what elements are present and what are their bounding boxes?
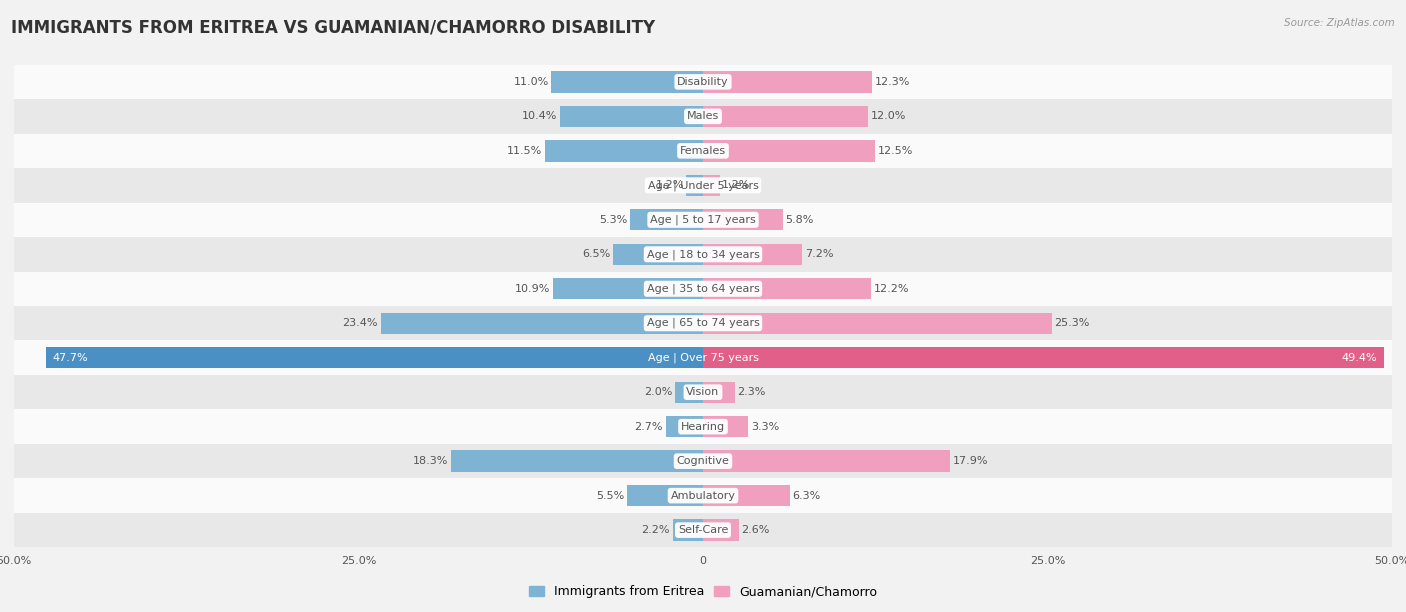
Text: 11.5%: 11.5% — [506, 146, 541, 156]
Text: Hearing: Hearing — [681, 422, 725, 431]
Text: 11.0%: 11.0% — [513, 77, 548, 87]
Bar — [703, 209, 783, 231]
Bar — [14, 444, 1392, 479]
Bar — [560, 106, 703, 127]
Text: Self-Care: Self-Care — [678, 525, 728, 535]
Bar — [703, 71, 873, 92]
Bar — [613, 244, 703, 265]
Bar — [672, 520, 703, 541]
Bar — [703, 106, 869, 127]
Text: Age | Under 5 years: Age | Under 5 years — [648, 180, 758, 190]
Bar — [675, 381, 703, 403]
Text: Age | 65 to 74 years: Age | 65 to 74 years — [647, 318, 759, 329]
Bar — [14, 65, 1392, 99]
Bar — [14, 306, 1392, 340]
Text: Ambulatory: Ambulatory — [671, 491, 735, 501]
Text: 10.4%: 10.4% — [522, 111, 557, 121]
Text: Females: Females — [681, 146, 725, 156]
Text: 12.0%: 12.0% — [872, 111, 907, 121]
Bar — [451, 450, 703, 472]
Bar — [544, 140, 703, 162]
Bar — [703, 174, 720, 196]
Text: 23.4%: 23.4% — [342, 318, 378, 328]
Text: 2.3%: 2.3% — [738, 387, 766, 397]
Text: 49.4%: 49.4% — [1341, 353, 1376, 363]
Text: 12.3%: 12.3% — [875, 77, 911, 87]
Text: 12.2%: 12.2% — [875, 284, 910, 294]
Text: 2.2%: 2.2% — [641, 525, 669, 535]
Text: 10.9%: 10.9% — [515, 284, 550, 294]
Bar — [14, 479, 1392, 513]
Text: 1.2%: 1.2% — [655, 181, 683, 190]
Bar — [14, 168, 1392, 203]
Text: 2.7%: 2.7% — [634, 422, 664, 431]
Bar — [703, 347, 1384, 368]
Bar — [14, 375, 1392, 409]
Bar — [703, 244, 803, 265]
Text: Vision: Vision — [686, 387, 720, 397]
Text: 3.3%: 3.3% — [751, 422, 779, 431]
Text: 6.3%: 6.3% — [793, 491, 821, 501]
Bar — [381, 313, 703, 334]
Text: 7.2%: 7.2% — [806, 249, 834, 259]
Bar — [627, 485, 703, 506]
Bar — [666, 416, 703, 438]
Text: 2.0%: 2.0% — [644, 387, 672, 397]
Text: 18.3%: 18.3% — [413, 456, 449, 466]
Text: 5.8%: 5.8% — [786, 215, 814, 225]
Text: Age | 18 to 34 years: Age | 18 to 34 years — [647, 249, 759, 259]
Bar — [630, 209, 703, 231]
Bar — [14, 133, 1392, 168]
Text: 5.3%: 5.3% — [599, 215, 627, 225]
Text: 17.9%: 17.9% — [952, 456, 988, 466]
Bar — [14, 340, 1392, 375]
Text: Age | 5 to 17 years: Age | 5 to 17 years — [650, 215, 756, 225]
Text: 5.5%: 5.5% — [596, 491, 624, 501]
Text: IMMIGRANTS FROM ERITREA VS GUAMANIAN/CHAMORRO DISABILITY: IMMIGRANTS FROM ERITREA VS GUAMANIAN/CHA… — [11, 18, 655, 36]
Bar — [14, 513, 1392, 547]
Text: 25.3%: 25.3% — [1054, 318, 1090, 328]
Bar — [703, 140, 875, 162]
Text: 12.5%: 12.5% — [877, 146, 914, 156]
Bar — [686, 174, 703, 196]
Text: 6.5%: 6.5% — [582, 249, 610, 259]
Bar — [703, 278, 872, 299]
Text: Age | Over 75 years: Age | Over 75 years — [648, 353, 758, 363]
Bar — [14, 237, 1392, 272]
Bar — [703, 450, 949, 472]
Bar — [703, 313, 1052, 334]
Bar — [14, 203, 1392, 237]
Text: Source: ZipAtlas.com: Source: ZipAtlas.com — [1284, 18, 1395, 28]
Bar — [46, 347, 703, 368]
Bar — [703, 485, 790, 506]
Text: 47.7%: 47.7% — [52, 353, 89, 363]
Bar — [551, 71, 703, 92]
Bar — [703, 381, 735, 403]
Text: Disability: Disability — [678, 77, 728, 87]
Bar — [14, 272, 1392, 306]
Text: Cognitive: Cognitive — [676, 456, 730, 466]
Text: 2.6%: 2.6% — [741, 525, 770, 535]
Bar — [703, 416, 748, 438]
Bar — [14, 99, 1392, 133]
Bar — [14, 409, 1392, 444]
Text: Age | 35 to 64 years: Age | 35 to 64 years — [647, 283, 759, 294]
Legend: Immigrants from Eritrea, Guamanian/Chamorro: Immigrants from Eritrea, Guamanian/Chamo… — [524, 580, 882, 603]
Text: Males: Males — [688, 111, 718, 121]
Bar — [553, 278, 703, 299]
Bar — [703, 520, 738, 541]
Text: 1.2%: 1.2% — [723, 181, 751, 190]
